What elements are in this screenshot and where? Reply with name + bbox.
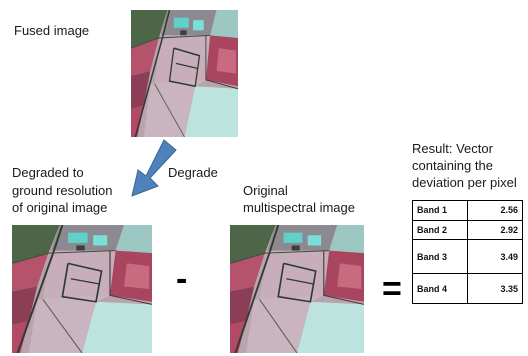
degraded-label-line2: ground resolution	[12, 183, 113, 198]
degrade-label: Degrade	[168, 165, 218, 180]
degraded-image	[12, 225, 152, 353]
table-row: Band 3 3.49	[412, 239, 523, 274]
band-name: Band 2	[412, 219, 468, 240]
results-table: Band 1 2.56 Band 2 2.92 Band 3 3.49 Band…	[412, 200, 523, 304]
table-row: Band 1 2.56	[412, 200, 523, 221]
band-value: 2.92	[467, 219, 523, 240]
table-row: Band 2 2.92	[412, 219, 523, 240]
fused-image-label: Fused image	[14, 23, 90, 38]
minus-operator: -	[176, 260, 188, 298]
band-name: Band 4	[412, 273, 468, 304]
original-label-line1: Original	[243, 183, 288, 198]
result-label-line2: containing the	[412, 158, 493, 173]
band-value: 3.49	[467, 239, 523, 274]
band-name: Band 1	[412, 200, 468, 221]
result-label-line3: deviation per pixel	[412, 175, 517, 190]
band-name: Band 3	[412, 239, 468, 274]
table-row: Band 4 3.35	[412, 273, 523, 304]
band-value: 3.35	[467, 273, 523, 304]
band-value: 2.56	[467, 200, 523, 221]
degrade-arrow	[131, 139, 177, 197]
original-label-line2: multispectral image	[243, 200, 355, 215]
equals-operator: =	[382, 270, 402, 308]
degraded-label-line1: Degraded to	[12, 165, 84, 180]
result-label-line1: Result: Vector	[412, 141, 493, 156]
degraded-label-line3: of original image	[12, 200, 108, 215]
fused-image	[131, 10, 238, 137]
original-multispectral-image	[230, 225, 364, 353]
